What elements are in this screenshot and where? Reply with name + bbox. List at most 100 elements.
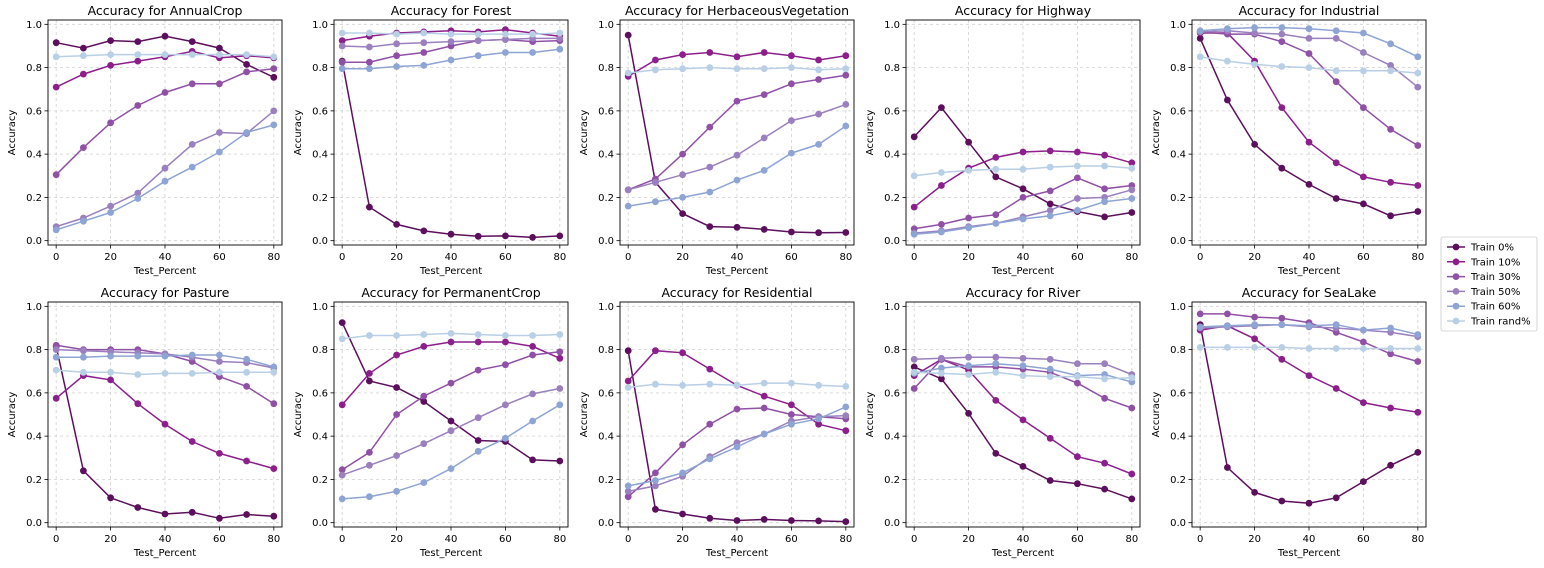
data-point — [1251, 61, 1258, 68]
y-tick-label: 0.0 — [26, 236, 42, 247]
data-point — [1332, 385, 1340, 392]
data-point — [393, 63, 400, 70]
data-point — [1332, 321, 1340, 329]
y-tick-label: 1.0 — [1170, 20, 1186, 31]
data-point — [1101, 375, 1108, 383]
y-tick-label: 0.4 — [312, 432, 328, 443]
data-point — [188, 51, 196, 58]
data-point — [393, 30, 400, 38]
data-point — [965, 362, 972, 370]
data-point — [733, 517, 741, 524]
legend-swatch-marker — [1452, 258, 1460, 266]
data-point — [788, 149, 795, 157]
data-point — [556, 29, 564, 37]
data-point — [529, 417, 536, 425]
data-point — [161, 370, 169, 377]
data-point — [1074, 207, 1081, 214]
subplot-10: 0 20 40 60 80 0.0 0.2 0.4 0.6 0.8 1.0 Accuracy for … — [1151, 285, 1427, 559]
data-point — [216, 148, 223, 156]
data-point — [788, 420, 795, 428]
y-tick-label: 0.6 — [598, 388, 614, 399]
y-tick-label: 0.0 — [598, 518, 614, 529]
data-point — [1360, 49, 1367, 56]
data-point — [270, 107, 278, 115]
data-point — [1387, 212, 1394, 220]
y-axis-label: Accuracy — [1151, 110, 1162, 156]
data-point — [366, 58, 373, 66]
data-point — [216, 358, 223, 365]
data-point — [107, 51, 114, 58]
data-point — [161, 352, 169, 360]
data-point — [134, 400, 142, 408]
data-point — [706, 365, 714, 373]
data-point — [1414, 345, 1422, 352]
legend-swatch-marker — [1452, 273, 1460, 280]
y-tick-label: 0.6 — [26, 388, 42, 399]
data-point — [706, 223, 714, 231]
data-point — [760, 65, 768, 73]
data-point — [788, 401, 795, 409]
data-point — [910, 230, 918, 238]
data-point — [529, 332, 536, 339]
x-tick-label: 40 — [445, 252, 458, 263]
x-tick-label: 40 — [445, 534, 458, 545]
data-point — [1019, 165, 1027, 173]
y-tick-label: 0.4 — [598, 150, 614, 161]
x-tick-label: 60 — [213, 252, 226, 263]
x-tick-label: 40 — [159, 534, 172, 545]
y-tick-label: 0.6 — [884, 106, 900, 117]
data-point — [679, 349, 686, 357]
data-point — [1305, 499, 1313, 507]
y-tick-label: 1.0 — [1170, 302, 1186, 313]
x-tick-label: 60 — [785, 534, 798, 545]
subplot-title: Accuracy for SeaLake — [1242, 285, 1377, 300]
data-point — [965, 410, 972, 417]
data-point — [1128, 470, 1136, 478]
data-point — [447, 417, 455, 425]
legend-swatch-marker — [1452, 317, 1460, 325]
y-tick-label: 0.4 — [598, 432, 614, 443]
legend-swatch-marker — [1452, 302, 1460, 310]
data-point — [1019, 362, 1027, 370]
y-tick-label: 0.8 — [598, 63, 614, 74]
data-point — [1019, 372, 1027, 379]
data-point — [243, 51, 251, 58]
data-point — [243, 457, 251, 465]
data-point — [624, 493, 632, 501]
data-point — [80, 368, 87, 376]
y-tick-label: 0.0 — [312, 236, 328, 247]
data-point — [529, 30, 536, 38]
data-point — [815, 229, 822, 237]
data-point — [338, 58, 346, 66]
axes-frame — [1191, 301, 1427, 528]
data-point — [1046, 365, 1054, 373]
data-point — [1196, 310, 1204, 318]
data-point — [733, 381, 741, 389]
data-point — [1251, 321, 1258, 329]
y-axis-label: Accuracy — [865, 392, 876, 438]
data-point — [80, 70, 87, 78]
data-point — [1360, 338, 1367, 346]
data-point — [1019, 185, 1027, 193]
subplot-6: 0 20 40 60 80 0.0 0.2 0.4 0.6 0.8 1.0 Accuracy for … — [7, 285, 283, 559]
data-point — [52, 353, 60, 361]
legend-entry: Train 10% — [1470, 257, 1520, 268]
data-point — [760, 91, 768, 98]
data-point — [134, 504, 142, 511]
data-point — [107, 202, 114, 210]
data-point — [1414, 358, 1422, 365]
x-axis-label: Test_Percent — [419, 266, 482, 277]
data-point — [107, 368, 114, 376]
data-point — [161, 51, 169, 58]
x-tick-label: 0 — [625, 534, 631, 545]
data-point — [447, 56, 455, 64]
data-point — [1414, 331, 1422, 338]
data-point — [80, 44, 87, 52]
data-point — [270, 53, 278, 61]
x-axis-label: Test_Percent — [705, 266, 768, 277]
data-point — [679, 469, 686, 477]
data-point — [910, 172, 918, 180]
axes-frame — [905, 301, 1141, 528]
data-point — [1224, 464, 1231, 471]
